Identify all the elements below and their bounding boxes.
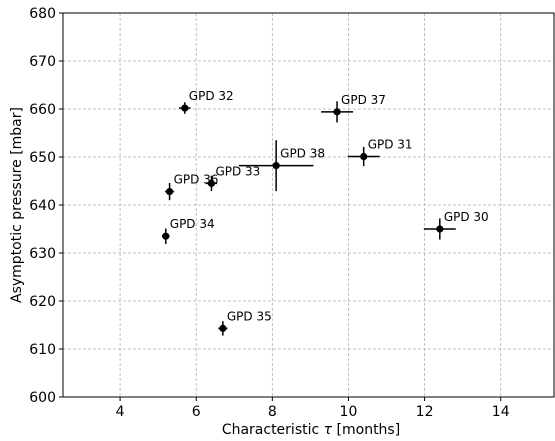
- data-point: [219, 324, 227, 332]
- data-point: [360, 152, 368, 161]
- data-point-label: GPD 34: [170, 217, 215, 231]
- y-tick-label: 660: [29, 102, 56, 118]
- y-tick-label: 630: [29, 246, 56, 262]
- y-tick-label: 610: [29, 342, 56, 358]
- x-tick-label: 8: [268, 404, 277, 420]
- y-tick-label: 600: [29, 390, 56, 406]
- data-point-label: GPD 30: [444, 210, 489, 224]
- y-tick-label: 620: [29, 294, 56, 310]
- data-point-group: GPD 32: [179, 89, 234, 114]
- y-tick-label: 640: [29, 198, 56, 214]
- y-tick-label: 680: [29, 6, 56, 22]
- data-point-group: GPD 37: [321, 93, 386, 123]
- data-point: [165, 187, 174, 196]
- data-point: [181, 104, 189, 112]
- data-point-label: GPD 33: [215, 164, 260, 178]
- data-point: [207, 179, 216, 187]
- data-point-group: GPD 33: [205, 164, 260, 192]
- y-tick-label: 670: [29, 54, 56, 70]
- x-tick-label: 6: [192, 404, 201, 420]
- grid: [63, 12, 554, 398]
- x-tick-label: 4: [116, 404, 125, 420]
- data-point: [162, 232, 170, 240]
- x-tick-label: 12: [416, 404, 434, 420]
- x-tick-label: 14: [492, 404, 510, 420]
- x-axis-title: Characteristic τ [months]: [222, 422, 400, 438]
- data-point-group: GPD 35: [218, 309, 272, 336]
- data-point-group: GPD 34: [161, 217, 215, 244]
- data-point: [333, 108, 341, 116]
- data-point-label: GPD 37: [341, 93, 386, 107]
- data-point-label: GPD 31: [368, 138, 413, 152]
- y-axis-title: Asymptotic pressure [mbar]: [9, 107, 25, 303]
- x-axis: 4 6 8 10 12 14: [116, 397, 510, 420]
- y-axis: 600 610 620 630 640 650 660 670 680: [29, 6, 63, 406]
- data-point-label: GPD 32: [189, 89, 234, 103]
- data-point: [436, 225, 444, 233]
- y-tick-label: 650: [29, 150, 56, 166]
- data-point-group: GPD 30: [423, 210, 489, 240]
- data-point-label: GPD 35: [227, 309, 272, 323]
- data-point-group: GPD 38: [238, 140, 325, 192]
- x-tick-label: 10: [340, 404, 358, 420]
- data-point-label: GPD 38: [280, 147, 325, 161]
- data-point: [272, 162, 280, 170]
- data-point-group: GPD 31: [347, 138, 413, 167]
